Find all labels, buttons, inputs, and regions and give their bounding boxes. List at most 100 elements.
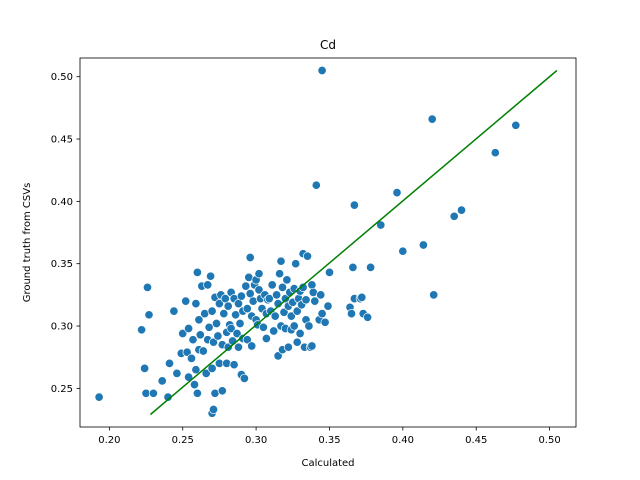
data-point <box>231 310 241 320</box>
data-point <box>349 200 359 210</box>
data-point <box>302 251 313 261</box>
data-point <box>191 299 201 309</box>
data-point <box>219 309 229 319</box>
x-tick-label: 0.20 <box>98 435 120 446</box>
data-point <box>310 296 320 306</box>
data-point <box>164 358 175 368</box>
data-point <box>418 240 428 250</box>
data-point <box>229 360 239 370</box>
y-tick-label: 0.45 <box>51 135 73 146</box>
y-tick-label: 0.25 <box>51 384 73 395</box>
fit-line-group <box>149 69 558 416</box>
fit-line <box>149 69 558 416</box>
data-point <box>163 392 173 402</box>
data-point <box>247 341 257 351</box>
data-point <box>236 291 246 301</box>
x-tick-label: 0.30 <box>245 435 267 446</box>
data-point <box>189 380 200 390</box>
data-point <box>317 309 327 319</box>
data-point <box>213 331 223 341</box>
data-point <box>307 280 317 290</box>
data-point <box>148 388 158 398</box>
data-point <box>279 307 289 317</box>
data-point <box>357 292 367 302</box>
data-point <box>316 290 326 300</box>
data-point <box>232 328 242 339</box>
data-point <box>144 310 154 320</box>
data-point <box>273 351 283 361</box>
x-tick-label: 0.50 <box>538 435 560 446</box>
data-point <box>323 301 333 311</box>
data-point <box>217 386 227 396</box>
data-point <box>449 211 459 221</box>
y-tick-label: 0.30 <box>51 322 73 333</box>
data-point <box>94 392 104 402</box>
data-point <box>427 114 437 124</box>
data-point <box>295 328 305 339</box>
data-point <box>204 322 214 332</box>
data-point <box>307 341 317 351</box>
data-point <box>298 282 308 292</box>
data-point <box>203 280 213 290</box>
data-point <box>270 311 280 321</box>
data-point <box>398 246 408 256</box>
y-axis-label: Ground truth from CSVs <box>22 183 33 303</box>
data-point <box>376 220 386 230</box>
data-point <box>317 65 327 76</box>
y-tick-label: 0.35 <box>51 259 73 270</box>
data-point <box>254 285 264 295</box>
data-point <box>245 289 255 299</box>
data-point <box>261 333 271 344</box>
data-point <box>169 306 179 316</box>
data-point <box>198 346 208 356</box>
data-point <box>269 326 279 336</box>
data-point <box>208 337 219 347</box>
data-point <box>282 275 292 285</box>
data-point <box>207 306 217 316</box>
x-tick-label: 0.40 <box>392 435 414 446</box>
data-point <box>233 299 244 309</box>
data-point <box>140 363 150 373</box>
data-point <box>182 347 192 357</box>
data-point <box>258 322 268 332</box>
x-tick-label: 0.35 <box>318 435 340 446</box>
data-point <box>181 296 191 306</box>
data-point <box>264 294 274 304</box>
data-point <box>157 376 167 386</box>
data-point <box>137 325 147 335</box>
x-axis-ticks: 0.20 0.25 0.30 0.35 0.40 0.45 0.50 <box>98 427 561 446</box>
data-point <box>235 318 245 329</box>
chart-title: Cd <box>320 38 336 52</box>
data-point <box>283 342 293 352</box>
data-point <box>242 335 252 345</box>
data-point <box>207 363 217 373</box>
data-point <box>172 368 182 378</box>
data-point <box>301 295 311 305</box>
data-point <box>289 321 299 331</box>
data-point <box>206 271 216 281</box>
data-point <box>239 373 249 383</box>
y-tick-label: 0.50 <box>51 72 73 83</box>
data-point <box>186 353 197 363</box>
data-point <box>277 282 288 292</box>
x-axis-label: Calculated <box>301 458 354 469</box>
data-point <box>191 365 201 375</box>
data-point <box>195 330 205 340</box>
data-point <box>241 281 251 291</box>
data-point <box>223 301 233 311</box>
data-point <box>429 290 439 300</box>
data-point <box>178 328 188 339</box>
data-point <box>363 312 373 322</box>
data-point <box>254 269 264 279</box>
data-point <box>275 269 285 279</box>
data-point <box>194 315 204 325</box>
data-point <box>456 205 467 215</box>
data-point <box>392 188 402 198</box>
data-point <box>304 321 314 331</box>
data-point <box>346 309 357 319</box>
data-point <box>292 337 302 347</box>
data-point <box>208 404 219 415</box>
data-point <box>324 267 335 277</box>
data-point <box>366 262 376 272</box>
